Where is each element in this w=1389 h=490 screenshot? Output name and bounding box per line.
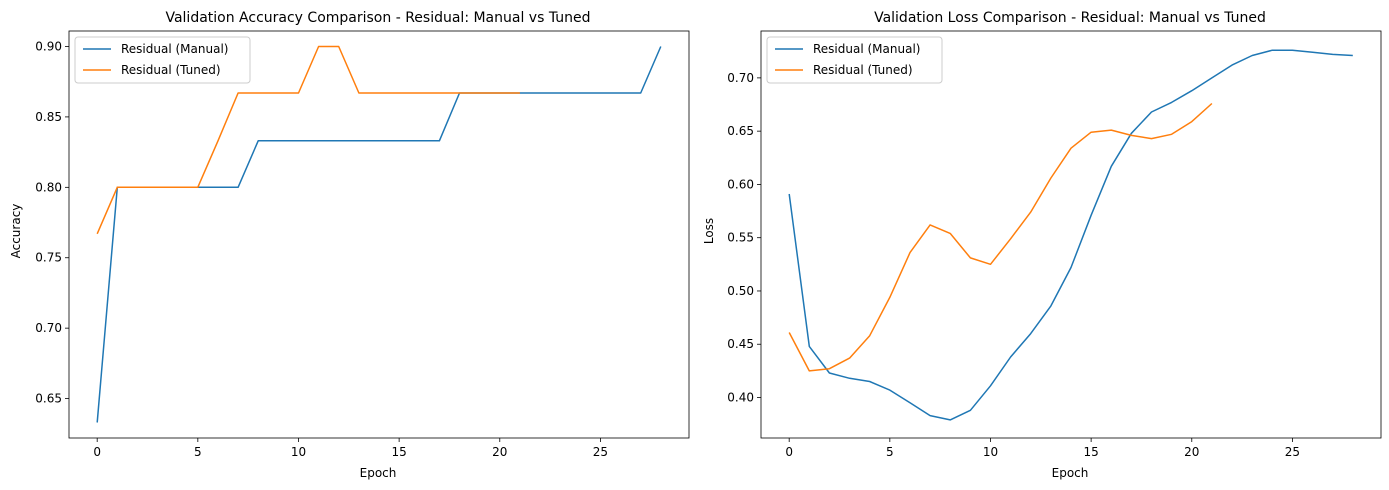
accuracy-x-tick-label: 5 <box>194 445 202 459</box>
accuracy-y-tick-label: 0.80 <box>35 180 62 194</box>
accuracy-y-tick-label: 0.65 <box>35 392 62 406</box>
loss-legend-box <box>766 36 943 84</box>
accuracy-chart-title: Validation Accuracy Comparison - Residua… <box>165 10 590 26</box>
accuracy-x-axis-label: Epoch <box>360 466 397 480</box>
loss-y-tick-label: 0.55 <box>727 231 754 245</box>
loss-y-tick-label: 0.60 <box>727 177 754 191</box>
loss-y-tick-label: 0.65 <box>727 124 754 138</box>
loss-chart-title: Validation Loss Comparison - Residual: M… <box>874 10 1266 26</box>
accuracy-y-tick-label: 0.70 <box>35 321 62 335</box>
loss-series-line-manual <box>788 49 1353 421</box>
accuracy-x-tick-label: 0 <box>93 445 101 459</box>
accuracy-y-axis-label: Accuracy <box>9 204 23 259</box>
loss-x-axis-label: Epoch <box>1052 466 1089 480</box>
loss-y-tick-label: 0.45 <box>727 337 754 351</box>
accuracy-y-tick-label: 0.90 <box>35 39 62 53</box>
accuracy-legend-label-tuned: Residual (Tuned) <box>121 63 221 77</box>
accuracy-lines <box>96 45 662 423</box>
loss-x-tick-label: 5 <box>886 445 894 459</box>
loss-y-axis-label: Loss <box>702 218 716 244</box>
accuracy-x-tick-label: 25 <box>593 445 608 459</box>
loss-lines <box>788 49 1353 421</box>
loss-legend-label-manual: Residual (Manual) <box>813 42 920 56</box>
accuracy-y-tick-label: 0.85 <box>35 110 62 124</box>
loss-ticks: 0 5 10 15 20 25 0.40 0.45 0.50 0.55 0.60 0.65 0.70 <box>727 71 1300 459</box>
accuracy-series-line-tuned <box>96 45 520 235</box>
accuracy-series-line-manual <box>96 46 662 423</box>
loss-series-line-tuned <box>788 102 1213 372</box>
accuracy-legend-box <box>74 36 251 84</box>
loss-legend-label-tuned: Residual (Tuned) <box>813 63 913 77</box>
accuracy-ticks: 0 5 10 15 20 25 0.65 0.70 0.75 0.80 0.85 0.90 <box>35 39 608 459</box>
accuracy-x-tick-label: 15 <box>391 445 406 459</box>
loss-legend: Residual (Manual) Residual (Tuned) <box>766 36 943 84</box>
loss-x-tick-label: 15 <box>1083 445 1098 459</box>
loss-chart-panel: Validation Loss Comparison - Residual: M… <box>702 10 1382 480</box>
accuracy-legend-label-manual: Residual (Manual) <box>121 42 228 56</box>
accuracy-x-tick-label: 10 <box>291 445 306 459</box>
loss-y-tick-label: 0.50 <box>727 284 754 298</box>
accuracy-plot-frame <box>68 30 690 439</box>
loss-x-tick-label: 10 <box>983 445 998 459</box>
accuracy-legend: Residual (Manual) Residual (Tuned) <box>74 36 251 84</box>
loss-x-tick-label: 20 <box>1184 445 1199 459</box>
accuracy-y-tick-label: 0.75 <box>35 251 62 265</box>
loss-x-tick-label: 0 <box>785 445 793 459</box>
loss-x-tick-label: 25 <box>1285 445 1300 459</box>
loss-plot-frame <box>760 30 1382 439</box>
accuracy-chart-panel: Validation Accuracy Comparison - Residua… <box>9 10 690 480</box>
accuracy-x-tick-label: 20 <box>492 445 507 459</box>
loss-y-tick-label: 0.40 <box>727 391 754 405</box>
loss-y-tick-label: 0.70 <box>727 71 754 85</box>
